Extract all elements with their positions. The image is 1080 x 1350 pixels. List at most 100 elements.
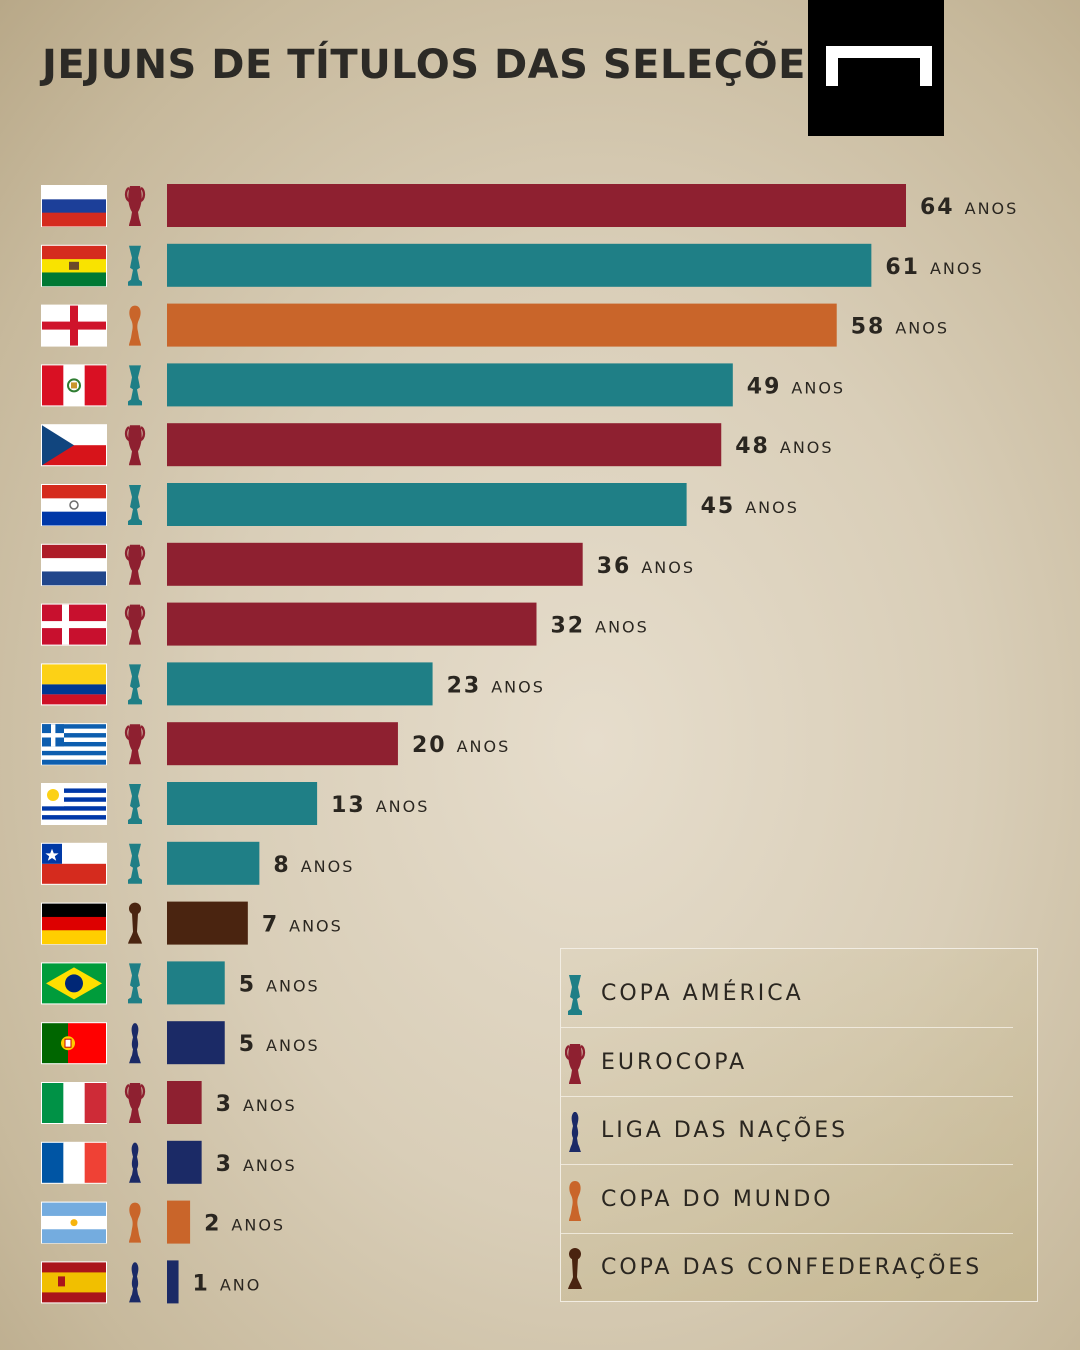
bar-bolivia — [167, 243, 872, 287]
value-label-germany: 7 ANOS — [262, 913, 343, 938]
spain-flag-icon — [41, 1261, 107, 1304]
bar-row-germany: 7 ANOS — [41, 901, 343, 945]
value-label-spain: 1 ANO — [193, 1271, 262, 1296]
bar-row-greece: 20 ANOS — [41, 722, 510, 766]
eurocopa-trophy-icon — [124, 724, 146, 765]
value-label-paraguay: 45 ANOS — [701, 494, 799, 519]
bar-italy — [167, 1081, 202, 1124]
copa-do-mundo-trophy-icon — [569, 1180, 581, 1221]
bar-netherlands — [167, 542, 583, 586]
italy-flag-icon — [41, 1082, 107, 1124]
value-label-brazil: 5 ANOS — [239, 972, 320, 997]
bolivia-flag-icon — [41, 244, 107, 287]
value-label-czech-republic: 48 ANOS — [735, 434, 833, 459]
bar-paraguay — [167, 483, 687, 526]
bar-france — [167, 1140, 202, 1184]
bar-row-france: 3 ANOS — [41, 1140, 297, 1184]
copa-america-trophy-icon — [128, 365, 142, 406]
value-label-italy: 3 ANOS — [216, 1092, 297, 1117]
page-title: JEJUNS DE TÍTULOS DAS SELEÇÕES — [42, 42, 836, 88]
bar-row-portugal: 5 ANOS — [41, 1021, 318, 1065]
colombia-flag-icon — [41, 663, 107, 706]
uruguay-flag-icon — [41, 783, 107, 825]
chile-flag-icon — [41, 842, 107, 885]
goal-logo — [808, 0, 944, 136]
copa-america-trophy-icon — [128, 245, 142, 286]
czech-republic-flag-icon — [41, 424, 107, 467]
legend-item-copa-das-confederacoes: COPA DAS CONFEDERAÇÕES — [561, 1233, 1013, 1301]
legend: COPA AMÉRICA EUROCOPA LIGA DAS NAÇÕES COPA … — [560, 948, 1038, 1302]
bar-row-denmark: 32 ANOS — [41, 602, 649, 646]
value-label-england: 58 ANOS — [851, 315, 949, 340]
bar-brazil — [167, 961, 225, 1005]
bar-row-chile: 8 ANOS — [41, 841, 354, 885]
eurocopa-trophy-icon — [124, 425, 146, 466]
bar-greece — [167, 722, 398, 766]
value-label-netherlands: 36 ANOS — [597, 554, 695, 579]
bar-argentina — [167, 1200, 191, 1244]
legend-item-copa-america: COPA AMÉRICA — [561, 959, 1013, 1028]
liga-das-nacoes-trophy-icon — [569, 1112, 581, 1152]
bar-england — [167, 303, 837, 347]
germany-flag-icon — [41, 902, 107, 945]
bar-peru — [167, 363, 733, 407]
copa-america-trophy-icon — [128, 485, 142, 525]
legend-label: EUROCOPA — [601, 1049, 748, 1075]
legend-item-copa-do-mundo: COPA DO MUNDO — [561, 1165, 1013, 1234]
eurocopa-trophy-icon — [565, 1043, 586, 1084]
value-label-denmark: 32 ANOS — [551, 614, 649, 639]
bar-denmark — [167, 602, 537, 646]
netherlands-flag-icon — [41, 543, 107, 586]
russia-flag-icon — [41, 185, 107, 227]
liga-das-nacoes-trophy-icon — [129, 1262, 141, 1303]
brazil-flag-icon — [41, 962, 107, 1005]
portugal-flag-icon — [41, 1022, 107, 1065]
goal-logo-icon — [826, 46, 932, 86]
bar-uruguay — [167, 782, 318, 825]
copa-do-mundo-trophy-icon — [129, 1202, 141, 1243]
copa-das-confederacoes-trophy-icon — [128, 902, 142, 944]
bar-row-brazil: 5 ANOS — [41, 961, 320, 1005]
bar-spain — [167, 1260, 179, 1304]
bar-row-russia: 64 ANOS — [41, 184, 1018, 227]
bar-czech-republic — [167, 423, 722, 467]
legend-label: COPA DO MUNDO — [601, 1186, 834, 1212]
eurocopa-trophy-icon — [124, 604, 146, 645]
argentina-flag-icon — [41, 1201, 107, 1244]
value-label-argentina: 2 ANOS — [204, 1212, 285, 1237]
bar-row-italy: 3 ANOS — [41, 1081, 297, 1124]
eurocopa-trophy-icon — [124, 186, 146, 226]
denmark-flag-icon — [41, 603, 107, 646]
paraguay-flag-icon — [41, 484, 107, 526]
value-label-france: 3 ANOS — [216, 1152, 297, 1177]
value-label-greece: 20 ANOS — [412, 733, 510, 758]
bar-chile — [167, 841, 260, 885]
value-label-russia: 64 ANOS — [920, 195, 1018, 220]
bar-portugal — [167, 1021, 225, 1065]
bar-row-argentina: 2 ANOS — [41, 1200, 285, 1244]
bar-row-england: 58 ANOS — [41, 303, 949, 347]
copa-america-trophy-icon — [128, 784, 142, 824]
england-flag-icon — [41, 304, 107, 347]
legend-item-eurocopa: EUROCOPA — [561, 1028, 1013, 1097]
value-label-uruguay: 13 ANOS — [331, 793, 429, 818]
liga-das-nacoes-trophy-icon — [129, 1142, 141, 1183]
liga-das-nacoes-trophy-icon — [129, 1023, 141, 1064]
eurocopa-trophy-icon — [124, 1083, 146, 1123]
bar-colombia — [167, 662, 433, 706]
copa-america-trophy-icon — [128, 843, 142, 884]
copa-do-mundo-trophy-icon — [129, 305, 141, 346]
legend-item-liga-das-nacoes: LIGA DAS NAÇÕES — [561, 1096, 1013, 1165]
peru-flag-icon — [41, 364, 107, 407]
value-label-chile: 8 ANOS — [273, 853, 354, 878]
legend-label: COPA DAS CONFEDERAÇÕES — [601, 1255, 983, 1280]
copa-america-trophy-icon — [568, 975, 582, 1015]
bar-row-paraguay: 45 ANOS — [41, 483, 799, 526]
bar-russia — [167, 184, 906, 227]
bar-row-czech-republic: 48 ANOS — [41, 423, 833, 467]
bar-row-peru: 49 ANOS — [41, 363, 843, 407]
copa-america-trophy-icon — [128, 664, 142, 705]
legend-label: LIGA DAS NAÇÕES — [601, 1118, 849, 1143]
bar-row-netherlands: 36 ANOS — [41, 542, 695, 586]
value-label-colombia: 23 ANOS — [447, 673, 545, 698]
